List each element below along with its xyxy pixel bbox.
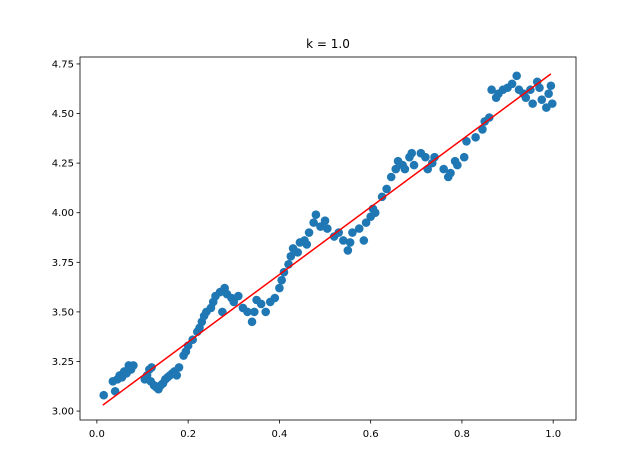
point — [348, 228, 357, 237]
y-tick-label: 4.00 — [52, 208, 74, 219]
point — [311, 210, 321, 219]
point — [471, 133, 480, 142]
point — [323, 224, 332, 233]
y-tick-label: 4.75 — [52, 59, 74, 70]
point — [409, 160, 419, 170]
chart-title: k = 1.0 — [306, 37, 350, 51]
y-tick-label: 3.50 — [52, 307, 74, 318]
point — [459, 152, 469, 162]
point — [547, 99, 557, 108]
point — [391, 164, 401, 174]
point — [535, 83, 544, 93]
point — [386, 172, 396, 182]
point — [275, 283, 284, 293]
point — [261, 307, 271, 317]
x-tick-label: 0.8 — [454, 429, 470, 440]
point — [507, 79, 517, 89]
y-tick-label: 3.25 — [52, 357, 74, 368]
point — [293, 248, 302, 257]
point — [277, 275, 286, 285]
point — [546, 81, 556, 91]
point — [229, 297, 239, 307]
point — [537, 95, 547, 104]
point — [316, 222, 325, 231]
point — [334, 228, 344, 237]
point — [400, 164, 410, 174]
point — [343, 246, 353, 255]
x-tick-label: 1.0 — [545, 429, 561, 440]
point — [544, 89, 553, 98]
point — [345, 238, 355, 247]
point — [407, 148, 417, 158]
plot-frame — [79, 56, 577, 421]
point — [528, 99, 537, 108]
point — [304, 228, 314, 237]
point — [234, 291, 243, 301]
point — [126, 365, 136, 374]
x-tick-label: 0.0 — [89, 429, 105, 440]
point — [302, 240, 312, 249]
point — [243, 307, 252, 317]
point — [485, 113, 494, 122]
point — [338, 236, 348, 245]
point — [250, 307, 259, 317]
point — [309, 218, 318, 227]
point — [256, 299, 266, 309]
x-tick-label: 0.4 — [271, 429, 287, 440]
point — [172, 371, 182, 380]
point — [218, 307, 227, 317]
point — [286, 252, 296, 261]
point — [478, 125, 487, 134]
point — [247, 317, 257, 327]
point — [430, 152, 439, 162]
point — [147, 363, 156, 372]
point — [462, 137, 471, 146]
x-tick-label: 0.6 — [363, 429, 379, 440]
point — [453, 160, 462, 170]
point — [446, 168, 455, 178]
point — [320, 216, 330, 225]
point — [270, 293, 280, 303]
x-tick-label: 0.2 — [180, 429, 196, 440]
point — [174, 363, 184, 372]
point — [361, 218, 371, 227]
y-tick-label: 4.25 — [52, 159, 74, 170]
point — [382, 184, 391, 194]
point — [99, 390, 109, 400]
point — [377, 192, 387, 202]
point — [370, 208, 380, 218]
y-tick-label: 3.00 — [52, 407, 74, 418]
point — [512, 71, 521, 81]
y-tick-label: 4.50 — [52, 109, 74, 120]
fit-line — [102, 73, 552, 406]
point — [439, 164, 448, 174]
point — [359, 236, 369, 245]
point — [421, 152, 430, 162]
point — [521, 93, 531, 102]
point — [110, 386, 120, 396]
point — [487, 85, 496, 95]
point — [354, 224, 364, 233]
y-tick-label: 3.75 — [52, 258, 74, 269]
